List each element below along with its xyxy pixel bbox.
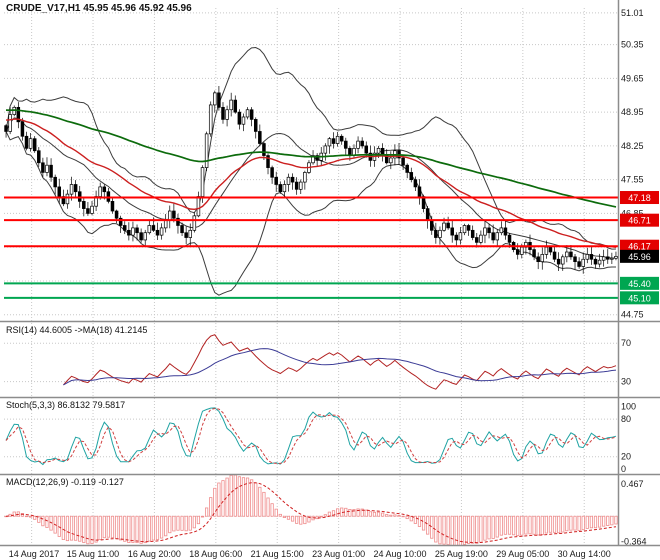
price-badge: 45.40 [620,276,659,290]
rsi-line [63,334,617,390]
price-badge: 45.96 [620,249,659,263]
y-axis-tick: 51.01 [621,8,644,18]
stoch-indicator-label: Stoch(5,3,3) 86.8132 79.5817 [6,400,126,410]
y-axis-tick: 48.95 [621,107,644,117]
macd-indicator-label: MACD(12,26,9) -0.119 -0.127 [6,477,124,487]
y-axis-tick: 48.25 [621,141,644,151]
panel-dividers [0,0,660,547]
x-axis-tick: 25 Aug 19:00 [435,549,488,559]
price-badge: 47.18 [620,191,659,205]
svg-text:45.10: 45.10 [628,293,651,303]
rsi-indicator-label: RSI(14) 44.6005 ->MA(18) 41.2145 [6,325,148,335]
macd-axis-tick: -0.364 [621,537,647,547]
rsi-axis-tick: 70 [621,338,631,348]
macd-signal-line [5,482,617,544]
svg-text:45.96: 45.96 [628,252,651,262]
rsi-axis-tick: 30 [621,377,631,387]
y-axis-tick: 47.55 [621,175,644,185]
ma-red-line [5,118,617,248]
support-resistance-lines[interactable] [4,196,618,299]
right-axis: 51.0150.3549.6548.9548.2547.5546.8546.15… [621,8,647,547]
x-axis-tick: 18 Aug 06:00 [189,549,242,559]
x-axis-tick: 21 Aug 15:00 [251,549,304,559]
bollinger-band-line [5,117,616,259]
stochastic-panel[interactable] [5,407,617,466]
grid [4,8,618,545]
macd-panel[interactable] [4,474,618,546]
stoch-k-line [5,407,617,466]
main-price-panel[interactable] [4,46,618,296]
svg-text:46.71: 46.71 [628,216,651,226]
rsi-ma-line [63,348,617,386]
time-axis: 14 Aug 2017 15 Aug 11:00 16 Aug 20:00 18 Au… [9,549,611,559]
price-badge: 46.17 [620,239,659,253]
macd-axis-tick: 0.467 [621,479,644,489]
x-axis-tick: 24 Aug 10:00 [373,549,426,559]
svg-text:47.18: 47.18 [628,193,651,203]
y-axis-tick: 50.35 [621,40,644,50]
stoch-axis-tick: 20 [621,452,631,462]
price-badge: 46.71 [620,213,659,227]
x-axis-tick: 14 Aug 2017 [9,549,60,559]
y-axis-tick: 44.75 [621,310,644,320]
ma-green-line [5,109,617,208]
svg-text:45.40: 45.40 [628,279,651,289]
y-axis-tick: 49.65 [621,73,644,83]
bollinger-band-line [5,46,617,250]
price-badge: 45.10 [620,291,659,305]
stoch-axis-tick: 0 [621,464,626,474]
stoch-axis-tick: 80 [621,414,631,424]
rsi-panel[interactable] [63,334,617,390]
x-axis-tick: 16 Aug 20:00 [128,549,181,559]
x-axis-tick: 15 Aug 11:00 [67,549,119,559]
svg-text:46.17: 46.17 [628,242,651,252]
symbol-ohlc-label: CRUDE_V17,H1 45.95 45.96 45.92 45.96 [6,3,192,14]
stoch-d-line [5,407,617,464]
y-axis-tick: 46.85 [621,208,644,218]
chart-title: CRUDE_V17,H1 45.95 45.96 45.92 45.96 [6,3,192,14]
stoch-axis-tick: 100 [621,402,636,412]
x-axis-tick: 29 Aug 05:00 [496,549,549,559]
x-axis-tick: 23 Aug 01:00 [312,549,365,559]
x-axis-tick: 30 Aug 14:00 [558,549,611,559]
